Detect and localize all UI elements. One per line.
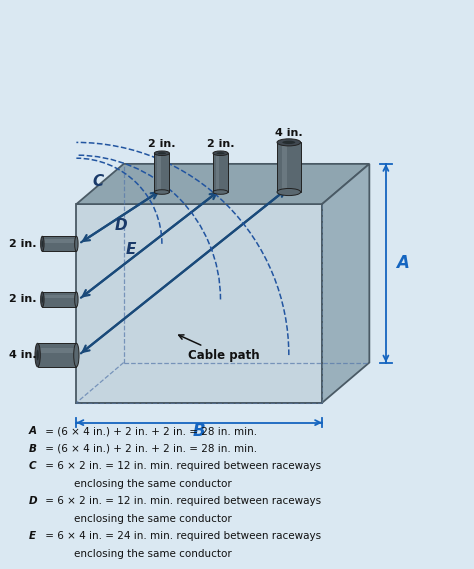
Text: 2 in.: 2 in.	[148, 138, 176, 149]
Ellipse shape	[277, 188, 301, 196]
Text: D: D	[29, 496, 38, 506]
Text: 2 in.: 2 in.	[207, 138, 234, 149]
Polygon shape	[76, 204, 322, 403]
Polygon shape	[155, 153, 170, 192]
Text: 4 in.: 4 in.	[275, 127, 302, 138]
Polygon shape	[42, 240, 76, 243]
Text: A: A	[396, 254, 409, 272]
Ellipse shape	[75, 292, 78, 307]
Text: A: A	[29, 426, 37, 436]
Text: = 6 × 2 in. = 12 in. min. required between raceways: = 6 × 2 in. = 12 in. min. required betwe…	[42, 461, 321, 471]
Text: 4 in.: 4 in.	[9, 350, 36, 360]
Text: enclosing the same conductor: enclosing the same conductor	[74, 549, 232, 559]
Polygon shape	[76, 164, 369, 204]
Polygon shape	[277, 142, 301, 192]
Polygon shape	[322, 164, 369, 403]
Ellipse shape	[41, 236, 44, 251]
Polygon shape	[282, 142, 287, 192]
Ellipse shape	[42, 241, 43, 247]
Ellipse shape	[42, 296, 43, 303]
Ellipse shape	[74, 343, 79, 367]
Ellipse shape	[213, 189, 228, 194]
Text: = (6 × 4 in.) + 2 in. + 2 in. = 28 in. min.: = (6 × 4 in.) + 2 in. + 2 in. = 28 in. m…	[42, 426, 257, 436]
Text: B: B	[29, 444, 37, 454]
Ellipse shape	[283, 141, 295, 144]
Text: C: C	[93, 174, 104, 189]
Polygon shape	[157, 153, 161, 192]
Text: 2 in.: 2 in.	[9, 239, 36, 249]
Ellipse shape	[35, 343, 40, 367]
Text: D: D	[114, 218, 127, 233]
Polygon shape	[42, 295, 76, 298]
Ellipse shape	[213, 151, 228, 155]
Ellipse shape	[75, 236, 78, 251]
Ellipse shape	[36, 350, 39, 360]
Text: enclosing the same conductor: enclosing the same conductor	[74, 479, 232, 489]
Polygon shape	[37, 348, 76, 353]
Polygon shape	[42, 236, 76, 251]
Text: = 6 × 2 in. = 12 in. min. required between raceways: = 6 × 2 in. = 12 in. min. required betwe…	[42, 496, 321, 506]
Text: Cable path: Cable path	[179, 335, 260, 362]
Ellipse shape	[216, 152, 225, 154]
Text: = (6 × 4 in.) + 2 in. + 2 in. = 28 in. min.: = (6 × 4 in.) + 2 in. + 2 in. = 28 in. m…	[42, 444, 257, 454]
Ellipse shape	[155, 189, 170, 194]
Ellipse shape	[277, 139, 301, 146]
Text: C: C	[29, 461, 37, 471]
Polygon shape	[216, 153, 219, 192]
Text: E: E	[126, 242, 137, 257]
Polygon shape	[42, 292, 76, 307]
Text: E: E	[29, 531, 36, 542]
Text: enclosing the same conductor: enclosing the same conductor	[74, 514, 232, 524]
Text: B: B	[193, 422, 206, 440]
Text: = 6 × 4 in. = 24 in. min. required between raceways: = 6 × 4 in. = 24 in. min. required betwe…	[42, 531, 321, 542]
Ellipse shape	[155, 151, 170, 155]
Ellipse shape	[158, 152, 166, 154]
Polygon shape	[213, 153, 228, 192]
Text: 2 in.: 2 in.	[9, 294, 36, 304]
Ellipse shape	[41, 292, 44, 307]
Polygon shape	[37, 343, 76, 367]
